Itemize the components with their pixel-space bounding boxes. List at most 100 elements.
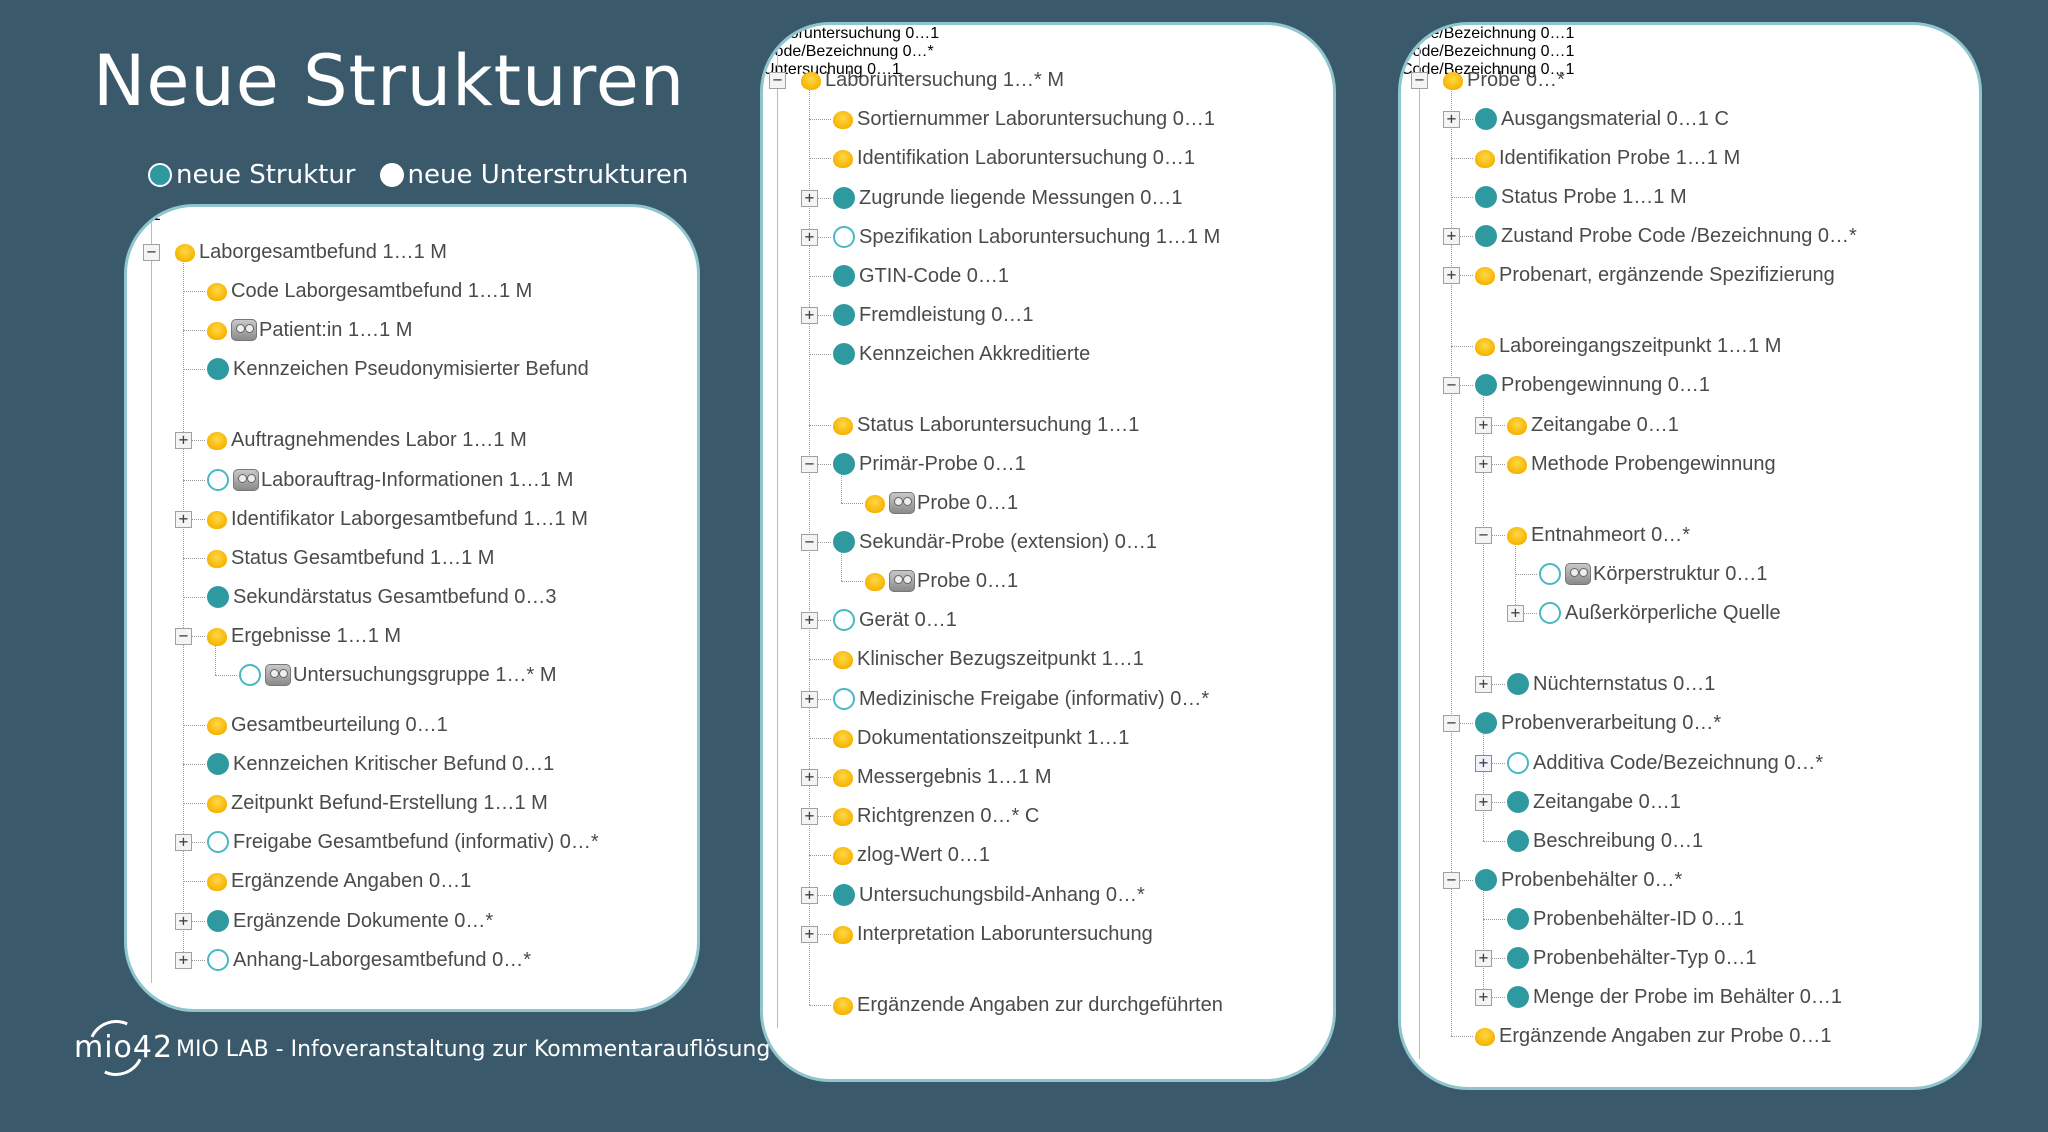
expand-toggle[interactable]: + [175, 913, 192, 930]
tree-node[interactable]: Laborauftrag-Informationen 1…1 M [207, 463, 573, 498]
expand-toggle[interactable]: + [1475, 755, 1492, 772]
tree-node[interactable]: Methode Probengewinnung [1507, 447, 1776, 482]
expand-toggle[interactable]: + [1475, 456, 1492, 473]
tree-node[interactable]: Status Gesamtbefund 1…1 M [207, 541, 494, 576]
tree-node[interactable]: Spezifikation Laboruntersuchung 1…1 M [833, 220, 1220, 255]
tree-node[interactable]: Zeitpunkt Befund-Erstellung 1…1 M [207, 786, 548, 821]
new-structure-icon [207, 753, 229, 775]
tree-node[interactable]: Körperstruktur 0…1 [1539, 557, 1768, 592]
tree-node[interactable]: Probengewinnung 0…1 [1475, 368, 1710, 403]
expand-toggle[interactable]: + [1507, 605, 1524, 622]
expand-toggle[interactable]: + [1443, 228, 1460, 245]
tree-node[interactable]: Probe 0…* [1443, 63, 1565, 98]
tree-node[interactable]: Probenbehälter-Typ 0…1 [1507, 941, 1756, 976]
tree-node[interactable]: Status Probe 1…1 M [1475, 180, 1687, 215]
tree-node[interactable]: Identifikator Laborgesamtbefund 1…1 M [207, 502, 588, 537]
tree-node[interactable]: Probenverarbeitung 0…* [1475, 706, 1721, 741]
collapse-toggle[interactable]: − [1411, 72, 1428, 89]
tree-node[interactable]: Sortiernummer Laboruntersuchung 0…1 [833, 102, 1215, 137]
collapse-toggle[interactable]: − [769, 72, 786, 89]
collapse-toggle[interactable]: − [143, 244, 160, 261]
tree-node[interactable]: Richtgrenzen 0…* C [833, 799, 1039, 834]
tree-node[interactable]: Dokumentationszeitpunkt 1…1 [833, 721, 1129, 756]
tree-node[interactable]: Ergänzende Angaben zur Probe 0…1 [1475, 1019, 1831, 1054]
tree-node[interactable]: Menge der Probe im Behälter 0…1 [1507, 980, 1842, 1015]
tree-node[interactable]: Interpretation Laboruntersuchung [833, 917, 1153, 952]
tree-node[interactable]: Anhang-Laborgesamtbefund 0…* [207, 943, 531, 978]
tree-node[interactable]: Untersuchungsgruppe 1…* M [239, 658, 556, 693]
tree-node[interactable]: Kennzeichen Akkreditierte [833, 337, 1090, 372]
tree-node[interactable]: Kennzeichen Kritischer Befund 0…1 [207, 747, 554, 782]
tree-node[interactable]: Freigabe Gesamtbefund (informativ) 0…* [207, 825, 599, 860]
tree-node[interactable]: Nüchternstatus 0…1 [1507, 667, 1715, 702]
collapse-toggle[interactable]: − [1475, 527, 1492, 544]
collapse-toggle[interactable]: − [801, 456, 818, 473]
tree-node[interactable]: Gesamtbeurteilung 0…1 [207, 708, 448, 743]
tree-node[interactable]: Ergänzende Angaben 0…1 [207, 864, 471, 899]
tree-node[interactable]: Patient:in 1…1 M [207, 313, 412, 348]
tree-node[interactable]: Kennzeichen Pseudonymisierter Befund [207, 352, 589, 387]
tree-node[interactable]: Außerkörperliche Quelle [1539, 596, 1781, 631]
tree-node[interactable]: Medizinische Freigabe (informativ) 0…* [833, 682, 1209, 717]
expand-toggle[interactable]: + [801, 769, 818, 786]
tree-node[interactable]: Sekundärstatus Gesamtbefund 0…3 [207, 580, 557, 615]
tree-node[interactable]: Gerät 0…1 [833, 603, 957, 638]
tree-node[interactable]: Entnahmeort 0…* [1507, 518, 1690, 553]
tree-node[interactable]: Zustand Probe Code /Bezeichnung 0…* [1475, 219, 1857, 254]
tree-node[interactable]: Laboreingangszeitpunkt 1…1 M [1475, 329, 1781, 364]
tree-node[interactable]: Zeitangabe 0…1 [1507, 408, 1679, 443]
tree-node[interactable]: Probenart, ergänzende Spezifizierung [1475, 258, 1835, 293]
expand-toggle[interactable]: + [801, 887, 818, 904]
expand-toggle[interactable]: + [801, 229, 818, 246]
tree-node[interactable]: Probe 0…1 [865, 486, 1018, 521]
expand-toggle[interactable]: + [175, 511, 192, 528]
expand-toggle[interactable]: + [801, 190, 818, 207]
collapse-toggle[interactable]: − [1443, 377, 1460, 394]
expand-toggle[interactable]: + [1475, 950, 1492, 967]
expand-toggle[interactable]: + [1475, 676, 1492, 693]
expand-toggle[interactable]: + [801, 612, 818, 629]
tree-node[interactable]: Zugrunde liegende Messungen 0…1 [833, 181, 1183, 216]
tree-node[interactable]: Ergebnisse 1…1 M [207, 619, 401, 654]
expand-toggle[interactable]: + [1475, 417, 1492, 434]
tree-node[interactable]: Untersuchungsbild-Anhang 0…* [833, 878, 1145, 913]
tree-node[interactable]: GTIN-Code 0…1 [833, 259, 1009, 294]
expand-toggle[interactable]: + [801, 808, 818, 825]
tree-node[interactable]: Status Laboruntersuchung 1…1 [833, 408, 1139, 443]
expand-toggle[interactable]: + [801, 926, 818, 943]
expand-toggle[interactable]: + [1443, 267, 1460, 284]
expand-toggle[interactable]: + [801, 307, 818, 324]
tree-node[interactable]: Probenbehälter-ID 0…1 [1507, 902, 1744, 937]
tree-node[interactable]: zlog-Wert 0…1 [833, 838, 990, 873]
expand-toggle[interactable]: + [1443, 111, 1460, 128]
expand-toggle[interactable]: + [175, 834, 192, 851]
tree-node[interactable]: Ergänzende Dokumente 0…* [207, 904, 493, 939]
collapse-toggle[interactable]: − [1443, 872, 1460, 889]
tree-node[interactable]: Probenbehälter 0…* [1475, 863, 1682, 898]
expand-toggle[interactable]: + [1475, 794, 1492, 811]
tree-node[interactable]: Sekundär-Probe (extension) 0…1 [833, 525, 1157, 560]
expand-toggle[interactable]: + [175, 952, 192, 969]
tree-node[interactable]: Messergebnis 1…1 M [833, 760, 1052, 795]
tree-node[interactable]: Primär-Probe 0…1 [833, 447, 1026, 482]
expand-toggle[interactable]: + [801, 691, 818, 708]
tree-node[interactable]: Identifikation Probe 1…1 M [1475, 141, 1740, 176]
expand-toggle[interactable]: + [1475, 989, 1492, 1006]
tree-node[interactable]: Laborgesamtbefund 1…1 M [175, 235, 447, 270]
tree-node[interactable]: Code Laborgesamtbefund 1…1 M [207, 274, 532, 309]
tree-node[interactable]: Klinischer Bezugszeitpunkt 1…1 [833, 642, 1144, 677]
expand-toggle[interactable]: + [175, 432, 192, 449]
collapse-toggle[interactable]: − [175, 628, 192, 645]
tree-node[interactable]: Laboruntersuchung 1…* M [801, 63, 1064, 98]
tree-node[interactable]: Identifikation Laboruntersuchung 0…1 [833, 141, 1195, 176]
collapse-toggle[interactable]: − [801, 534, 818, 551]
tree-node[interactable]: Ausgangsmaterial 0…1 C [1475, 102, 1729, 137]
tree-node[interactable]: Beschreibung 0…1 [1507, 824, 1703, 859]
tree-node[interactable]: Auftragnehmendes Labor 1…1 M [207, 423, 527, 458]
collapse-toggle[interactable]: − [1443, 715, 1460, 732]
tree-node[interactable]: Ergänzende Angaben zur durchgeführten [833, 988, 1223, 1023]
tree-node[interactable]: Fremdleistung 0…1 [833, 298, 1034, 333]
tree-node[interactable]: Additiva Code/Bezeichnung 0…* [1507, 746, 1823, 781]
tree-node[interactable]: Probe 0…1 [865, 564, 1018, 599]
tree-node[interactable]: Zeitangabe 0…1 [1507, 785, 1681, 820]
